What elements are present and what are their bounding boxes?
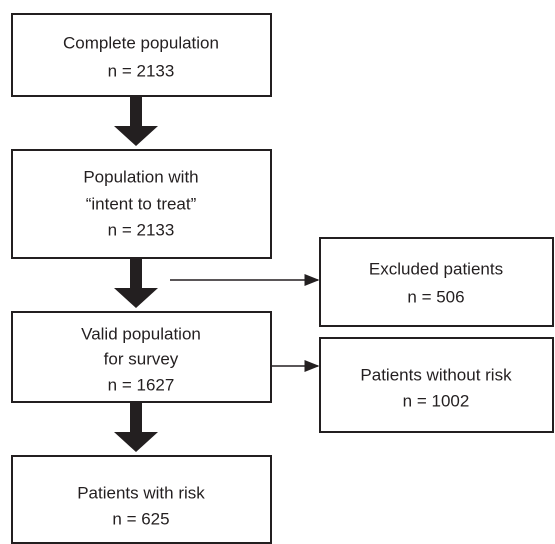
node-text: n = 506 xyxy=(407,287,464,306)
node-text: Complete population xyxy=(63,33,219,52)
node-text: Population with xyxy=(83,167,198,186)
arrow xyxy=(114,96,158,146)
node-text: n = 625 xyxy=(112,509,169,528)
node-text: n = 2133 xyxy=(108,61,175,80)
node-text: n = 1627 xyxy=(108,375,175,394)
node-text: n = 2133 xyxy=(108,220,175,239)
box xyxy=(319,237,554,327)
thick-arrows xyxy=(114,96,158,452)
node-text: Patients without risk xyxy=(360,365,512,384)
box xyxy=(11,311,272,403)
box xyxy=(11,149,272,259)
node-text: for survey xyxy=(104,349,179,368)
node-text: Valid population xyxy=(81,324,201,343)
node-text: Excluded patients xyxy=(369,259,503,278)
node-text: “intent to treat” xyxy=(86,194,197,213)
node-text: n = 1002 xyxy=(403,391,470,410)
boxes xyxy=(11,13,554,544)
box xyxy=(11,13,272,97)
arrow xyxy=(114,258,158,308)
arrow xyxy=(114,402,158,452)
node-text: Patients with risk xyxy=(77,483,205,502)
box xyxy=(11,455,272,544)
box xyxy=(319,337,554,433)
